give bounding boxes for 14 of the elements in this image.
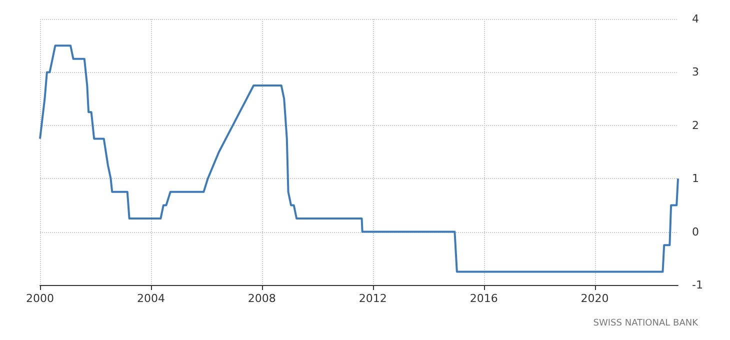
y-tick-label: 4: [692, 12, 699, 26]
x-tick-label: 2016: [470, 292, 498, 305]
y-tick-label: 1: [692, 172, 699, 186]
text: SWISS NATIONAL BANK: [593, 318, 700, 328]
line-series: [39, 44, 679, 273]
x-tick-label: 2004: [136, 292, 165, 305]
x-tick-label: 2020: [580, 292, 609, 305]
y-tick-label: 0: [692, 225, 699, 238]
x-tick-label: 2012: [358, 292, 387, 305]
y-tick-label: -1: [692, 278, 703, 292]
y-tick-label: 2: [692, 118, 699, 132]
x-tick-label: 2000: [26, 292, 54, 305]
x-tick-label: 2008: [248, 292, 276, 305]
y-tick-label: 3: [692, 66, 699, 79]
